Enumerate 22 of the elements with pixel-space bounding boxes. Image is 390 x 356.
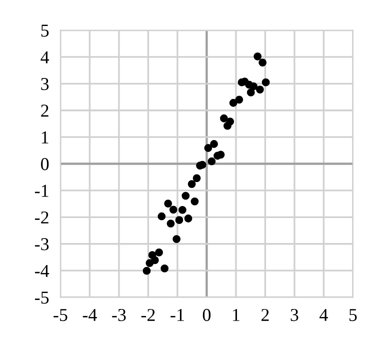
y-tick-label: -1 xyxy=(34,184,48,197)
x-tick-label: -5 xyxy=(54,309,68,322)
y-tick-label: -3 xyxy=(34,238,49,250)
x-tick-label: 5 xyxy=(349,309,357,322)
x-tick-label: 0 xyxy=(202,308,211,322)
x-tick-label: 3 xyxy=(290,308,298,322)
x-tick-label: -2 xyxy=(141,308,155,321)
y-tick-label: 2 xyxy=(41,104,48,117)
y-tick-label: -4 xyxy=(34,264,50,277)
y-tick-label: 0 xyxy=(41,158,49,170)
x-tick-label: -1 xyxy=(170,308,184,321)
x-tick-label: 1 xyxy=(233,308,240,321)
y-tick-label: -2 xyxy=(34,211,48,224)
y-tick-label: 5 xyxy=(41,24,49,37)
y-tick-label: -5 xyxy=(34,292,49,304)
x-tick-label: -4 xyxy=(82,309,97,321)
x-tick-label: 2 xyxy=(261,308,269,321)
y-tick-label: 4 xyxy=(40,51,50,64)
y-tick-label: 3 xyxy=(41,78,49,90)
y-tick-label: 1 xyxy=(42,131,48,144)
x-tick-label: -3 xyxy=(112,308,126,322)
x-tick-label: 4 xyxy=(320,309,328,321)
